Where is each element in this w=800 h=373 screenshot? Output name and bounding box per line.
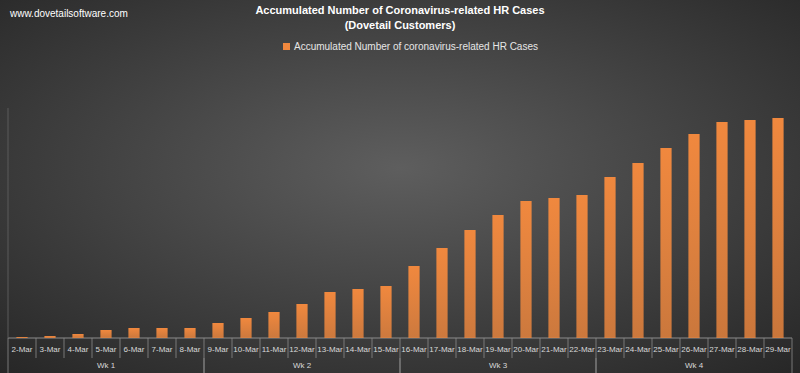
- x-tick-label: 28-Mar: [737, 345, 763, 354]
- group-label: Wk 1: [97, 361, 116, 370]
- legend-swatch: [283, 43, 290, 50]
- x-tick-label: 20-Mar: [513, 345, 539, 354]
- bar: [436, 248, 447, 338]
- bar: [240, 318, 251, 338]
- bar: [660, 148, 671, 338]
- bar: [100, 330, 111, 338]
- bar: [212, 323, 223, 338]
- category-divider: [8, 338, 9, 358]
- bar: [604, 177, 615, 338]
- background: [0, 0, 800, 373]
- category-divider: [204, 338, 205, 358]
- x-tick-label: 29-Mar: [765, 345, 791, 354]
- x-tick-label: 2-Mar: [12, 345, 33, 354]
- group-label: Wk 3: [489, 361, 508, 370]
- x-tick-label: 25-Mar: [653, 345, 679, 354]
- bar: [44, 336, 55, 338]
- category-divider: [148, 338, 149, 358]
- category-divider: [792, 338, 793, 358]
- bar: [296, 304, 307, 338]
- x-tick-label: 6-Mar: [124, 345, 145, 354]
- group-divider: [8, 358, 9, 373]
- bar: [548, 198, 559, 338]
- x-tick-label: 9-Mar: [208, 345, 229, 354]
- bar: [576, 195, 587, 338]
- bar: [772, 118, 783, 338]
- bar: [268, 312, 279, 338]
- x-tick-label: 12-Mar: [289, 345, 315, 354]
- group-divider: [792, 358, 793, 373]
- bar: [128, 328, 139, 338]
- chart: www.dovetailsoftware.com Accumulated Numb…: [0, 0, 800, 373]
- bar: [716, 122, 727, 338]
- bar: [520, 201, 531, 338]
- bar: [688, 134, 699, 338]
- bar: [184, 328, 195, 338]
- group-divider: [204, 358, 205, 373]
- bar: [324, 292, 335, 338]
- x-tick-label: 13-Mar: [317, 345, 343, 354]
- x-tick-label: 19-Mar: [485, 345, 511, 354]
- x-tick-label: 5-Mar: [96, 345, 117, 354]
- x-tick-label: 17-Mar: [429, 345, 455, 354]
- y-axis-line: [8, 108, 9, 338]
- x-tick-label: 18-Mar: [457, 345, 483, 354]
- x-tick-label: 22-Mar: [569, 345, 595, 354]
- bar: [632, 163, 643, 338]
- x-tick-label: 3-Mar: [40, 345, 61, 354]
- x-tick-label: 24-Mar: [625, 345, 651, 354]
- bars: [16, 118, 783, 338]
- bar: [464, 230, 475, 338]
- category-divider: [120, 338, 121, 358]
- x-tick-label: 14-Mar: [345, 345, 371, 354]
- source: www.dovetailsoftware.com: [9, 8, 128, 19]
- category-divider: [176, 338, 177, 358]
- subtitle: (Dovetail Customers): [345, 19, 456, 31]
- x-tick-label: 23-Mar: [597, 345, 623, 354]
- x-tick-label: 8-Mar: [180, 345, 201, 354]
- group-divider: [596, 358, 597, 373]
- x-tick-label: 26-Mar: [681, 345, 707, 354]
- x-tick-label: 11-Mar: [262, 345, 287, 354]
- bar: [744, 120, 755, 338]
- group-label: Wk 4: [685, 361, 704, 370]
- x-tick-label: 7-Mar: [152, 345, 173, 354]
- x-tick-label: 16-Mar: [401, 345, 427, 354]
- group-divider: [400, 358, 401, 373]
- bar: [352, 289, 363, 338]
- bar: [16, 337, 27, 338]
- x-tick-label: 27-Mar: [709, 345, 735, 354]
- x-tick-label: 15-Mar: [373, 345, 399, 354]
- x-tick-label: 21-Mar: [541, 345, 567, 354]
- group-divider: [400, 358, 401, 373]
- group-label: Wk 2: [293, 361, 312, 370]
- title: Accumulated Number of Coronavirus-relate…: [255, 4, 544, 16]
- x-tick-label: 4-Mar: [68, 345, 89, 354]
- x-tick-label: 10-Mar: [233, 345, 259, 354]
- group-divider: [596, 358, 597, 373]
- bar: [408, 266, 419, 338]
- bar: [72, 334, 83, 338]
- group-divider: [204, 358, 205, 373]
- legend-label: Accumulated Number of coronavirus-relate…: [294, 41, 538, 52]
- category-divider: [92, 338, 93, 358]
- category-divider: [260, 338, 261, 358]
- bar: [156, 328, 167, 338]
- category-divider: [36, 338, 37, 358]
- bar: [380, 286, 391, 338]
- bar: [492, 215, 503, 338]
- category-divider: [64, 338, 65, 358]
